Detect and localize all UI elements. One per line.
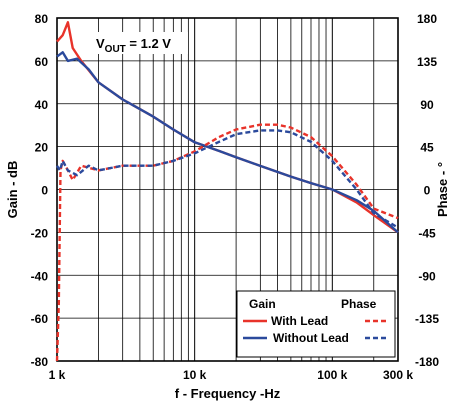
legend-header-gain: Gain	[249, 297, 276, 311]
legend-entry-label: With Lead	[271, 314, 328, 328]
x-tick-label: 1 k	[49, 368, 66, 382]
x-tick-label: 300 k	[383, 368, 413, 382]
y-tick-label-right: 90	[420, 98, 434, 112]
y-tick-label-left: 40	[35, 98, 49, 112]
y-tick-label-left: 20	[35, 141, 49, 155]
y-axis-label-left: Gain - dB	[5, 161, 20, 219]
y-tick-label-left: -40	[31, 269, 49, 283]
y-tick-label-left: 0	[41, 184, 48, 198]
legend: Gain Phase With Lead Without Lead	[236, 290, 396, 358]
vout-annotation: VOUT = 1.2 V	[90, 32, 188, 55]
gain-line-without-lead	[56, 51, 399, 234]
series-group	[55, 21, 399, 362]
x-tick-label: 100 k	[317, 368, 347, 382]
legend-entry-label: Without Lead	[273, 331, 349, 345]
y-tick-label-right: 180	[417, 12, 437, 26]
svg-text:VOUT = 1.2 V: VOUT = 1.2 V	[96, 36, 171, 55]
y-axis-label-right: Phase - °	[435, 162, 450, 217]
y-tick-label-left: 80	[35, 12, 49, 26]
y-tick-label-right: -45	[418, 226, 436, 240]
y-tick-label-right: 135	[417, 55, 437, 69]
y-tick-label-right: 0	[424, 184, 431, 198]
y-tick-label-left: -80	[31, 355, 49, 369]
y-tick-label-right: -180	[415, 355, 439, 369]
y-tick-label-left: 60	[35, 55, 49, 69]
y-tick-label-right: -90	[418, 269, 436, 283]
plot-frame	[56, 17, 399, 362]
phase-line-without-lead	[55, 129, 399, 229]
x-axis-label: f - Frequency -Hz	[175, 386, 281, 401]
tick-labels: 80 60 40 20 0 -20 -40 -60 -80 180 135 90 45 0 -45 -90 -1…	[31, 12, 440, 382]
y-tick-label-right: -135	[415, 312, 439, 326]
y-tick-label-left: -20	[31, 226, 49, 240]
x-tick-label: 10 k	[183, 368, 207, 382]
y-tick-label-right: 45	[420, 141, 434, 155]
legend-header-phase: Phase	[341, 297, 377, 311]
y-tick-label-left: -60	[31, 312, 49, 326]
